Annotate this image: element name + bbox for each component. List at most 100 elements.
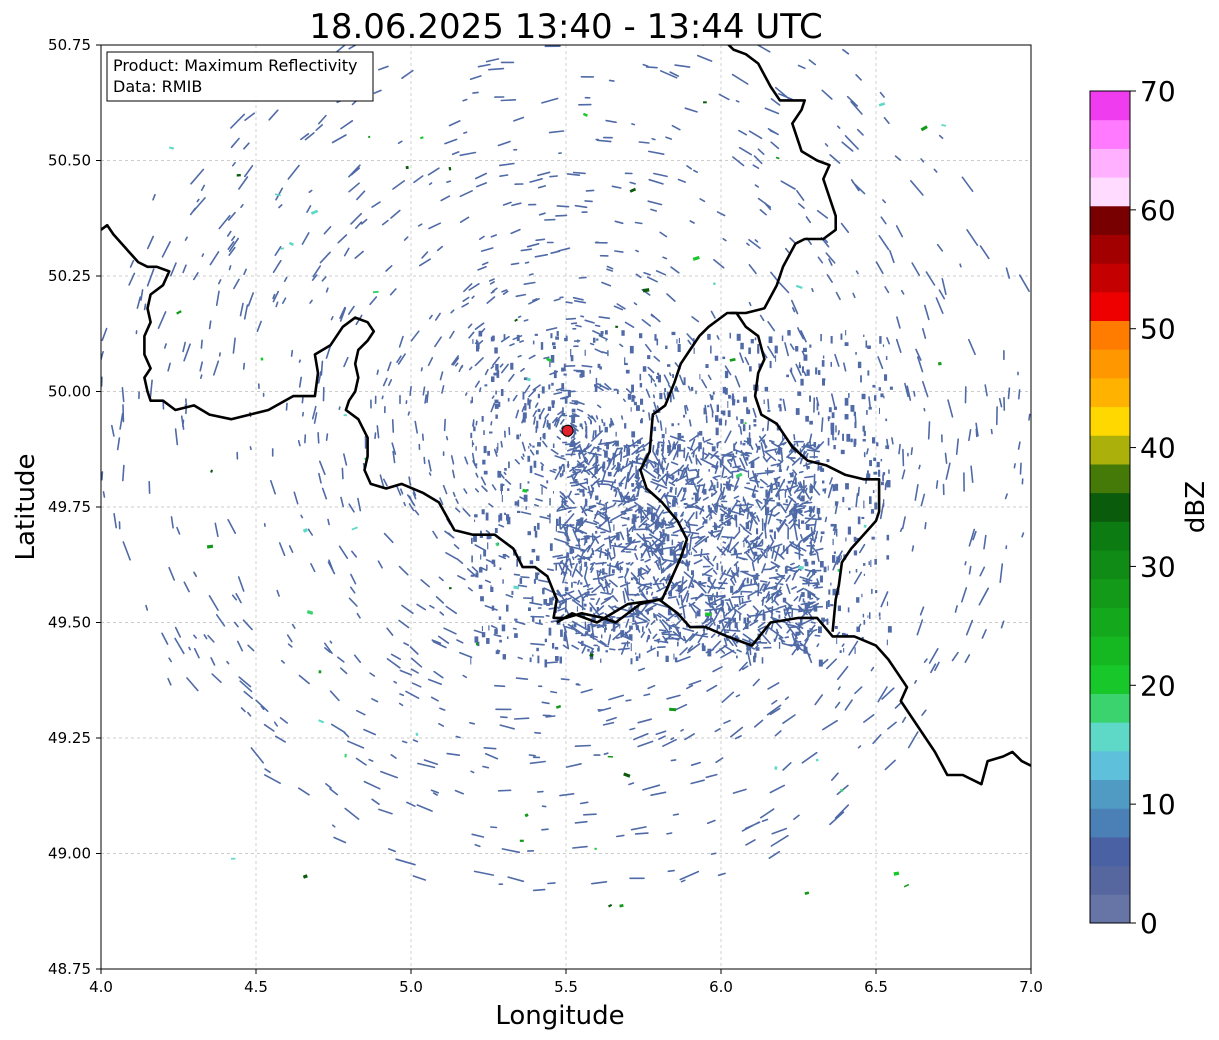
echo-cell xyxy=(790,367,793,373)
echo-cell xyxy=(640,419,643,424)
echo-cell-strong xyxy=(405,165,409,170)
echo-cell xyxy=(711,395,714,400)
echo-cell xyxy=(740,419,744,424)
echo-cell xyxy=(537,442,541,447)
echo-cell xyxy=(804,561,809,567)
echo-cell xyxy=(868,406,872,410)
echo-cell xyxy=(490,585,492,592)
echo-cell xyxy=(845,483,849,490)
echo-cell xyxy=(584,498,588,507)
echo-cell xyxy=(643,448,646,451)
echo-cell xyxy=(635,465,637,474)
product-info-box: Product: Maximum Reflectivity Data: RMIB xyxy=(106,51,374,102)
echo-cell-strong xyxy=(526,377,531,382)
echo-cell xyxy=(527,399,531,406)
echo-cell xyxy=(555,656,559,661)
echo-cell xyxy=(854,421,857,429)
echo-cell xyxy=(818,626,822,634)
echo-cell xyxy=(711,410,714,418)
echo-cell xyxy=(667,608,672,616)
echo-cell xyxy=(615,431,617,437)
echo-cell xyxy=(771,594,773,601)
echo-cell xyxy=(570,349,572,357)
echo-cell xyxy=(879,407,880,414)
echo-cell xyxy=(528,607,531,611)
echo-cell xyxy=(577,520,581,526)
echo-cell xyxy=(766,546,769,549)
echo-cell xyxy=(862,613,865,618)
echo-cell xyxy=(646,611,649,615)
echo-cell xyxy=(731,393,734,398)
echo-cell xyxy=(541,486,543,495)
echo-cell xyxy=(867,615,869,618)
colorbar-segment xyxy=(1090,750,1130,781)
echo-cell xyxy=(523,377,528,381)
echo-cell xyxy=(502,579,504,584)
echo-cell xyxy=(553,491,554,494)
echo-cell xyxy=(579,566,581,574)
echo-cell xyxy=(482,459,486,465)
echo-cell xyxy=(778,404,782,408)
echo-cell xyxy=(721,456,724,464)
echo-cell xyxy=(739,508,741,516)
echo-cell xyxy=(764,499,769,505)
echo-cell xyxy=(589,607,593,612)
echo-cell xyxy=(754,580,756,584)
echo-cell xyxy=(629,625,633,630)
echo-cell xyxy=(719,460,722,468)
echo-cell xyxy=(481,416,484,422)
echo-cell xyxy=(818,659,823,667)
echo-cell xyxy=(678,542,683,551)
echo-cell xyxy=(601,634,603,639)
echo-cell xyxy=(525,506,527,510)
echo-cell xyxy=(569,547,573,555)
echo-cell xyxy=(885,356,888,360)
echo-cell xyxy=(816,507,821,514)
echo-cell-strong xyxy=(344,753,347,758)
echo-cell xyxy=(562,407,564,415)
echo-cell xyxy=(494,399,499,404)
echo-cell xyxy=(809,420,813,425)
echo-cell xyxy=(722,386,726,394)
echo-cell xyxy=(551,400,555,405)
echo-cell xyxy=(690,551,692,555)
echo-cell xyxy=(705,364,709,368)
echo-cell xyxy=(516,334,520,342)
echo-cell xyxy=(563,500,566,504)
echo-cell xyxy=(567,461,569,468)
colorbar-tick-label: 50 xyxy=(1140,313,1176,346)
echo-cell xyxy=(874,395,877,401)
echo-cell-strong xyxy=(274,193,281,197)
echo-cell xyxy=(470,400,472,404)
echo-cell xyxy=(604,450,608,458)
echo-cell xyxy=(698,432,700,436)
echo-cell xyxy=(883,395,885,399)
echo-cell xyxy=(514,501,518,506)
echo-cell xyxy=(753,655,756,663)
echo-cell xyxy=(537,393,540,399)
echo-cell xyxy=(477,641,480,647)
echo-cell xyxy=(728,394,731,399)
colorbar-tick-label: 10 xyxy=(1140,788,1176,821)
echo-cell xyxy=(532,616,535,622)
echo-cell xyxy=(502,654,506,660)
echo-cell xyxy=(678,444,681,452)
echo-cell xyxy=(483,430,485,435)
echo-cell xyxy=(884,374,888,381)
echo-cell xyxy=(871,536,875,540)
echo-cell xyxy=(867,470,869,476)
echo-cell xyxy=(728,607,731,611)
echo-cell xyxy=(869,460,872,467)
echo-cell xyxy=(607,350,609,357)
echo-cell xyxy=(478,567,483,573)
echo-cell-strong xyxy=(236,173,241,177)
echo-cell xyxy=(774,345,778,354)
echo-cell xyxy=(632,459,634,468)
echo-cell xyxy=(479,534,483,538)
echo-cell xyxy=(537,655,540,664)
echo-cell xyxy=(881,481,884,486)
echo-cell xyxy=(734,635,738,641)
echo-cell xyxy=(727,401,729,408)
echo-cell xyxy=(661,434,665,439)
echo-cell xyxy=(780,575,784,578)
